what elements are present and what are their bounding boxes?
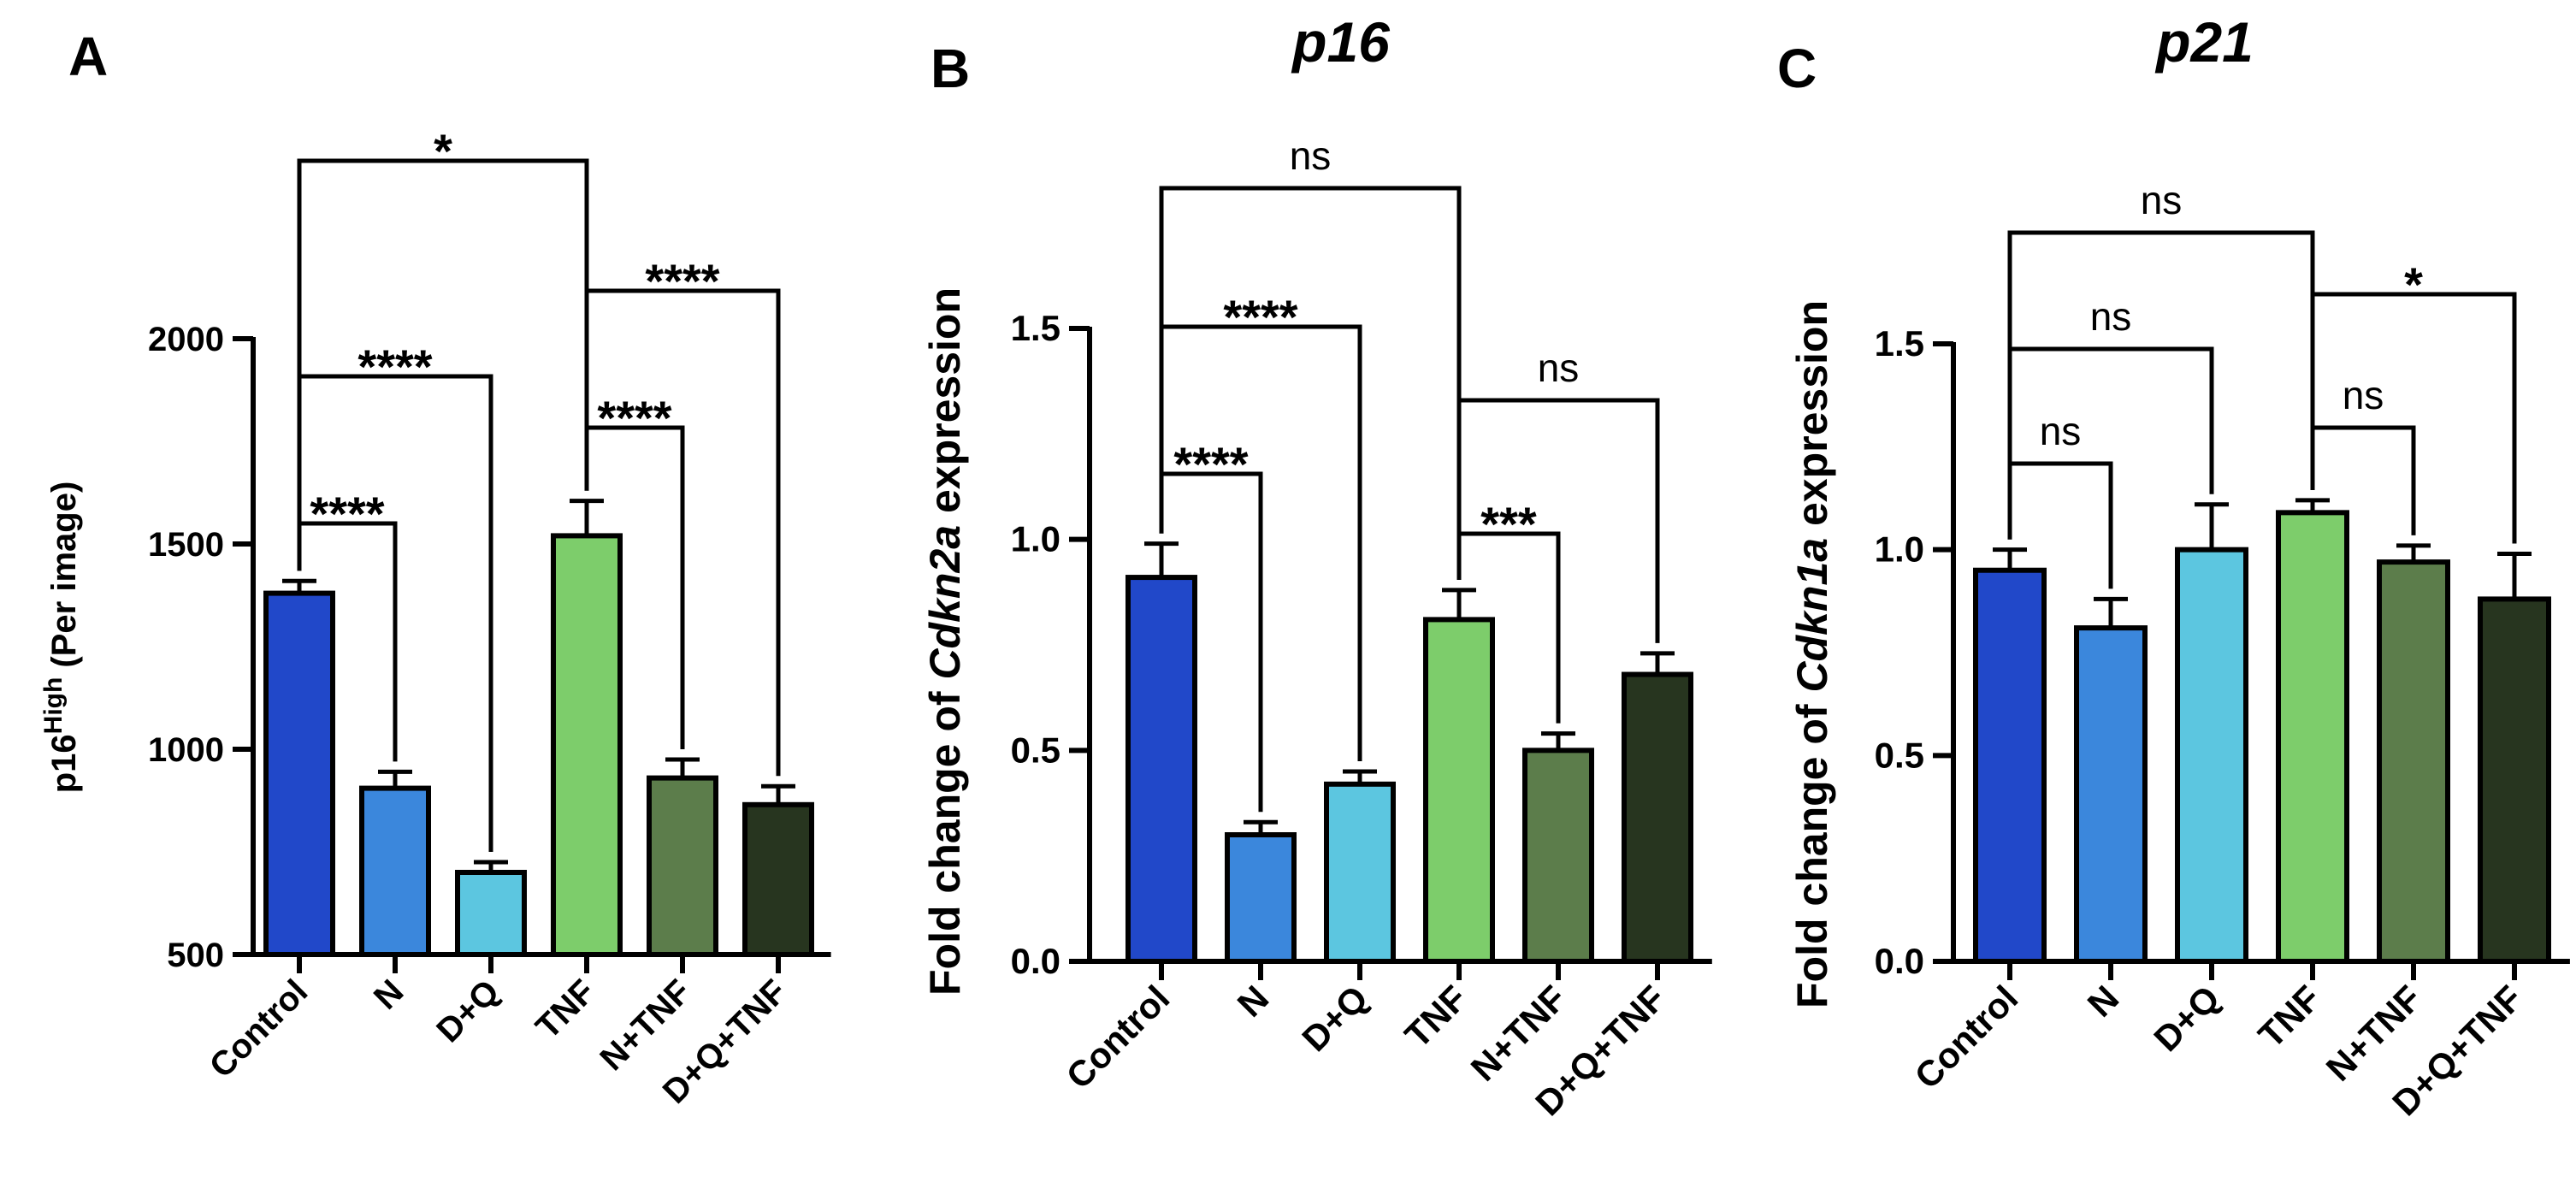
bar-d-q — [1324, 781, 1396, 964]
bar-d-q — [455, 870, 527, 957]
panel-a-y-label-main: p16 — [45, 734, 83, 793]
significance-bracket — [2310, 292, 2517, 544]
panel-b: B p16 Fold change of Cdkn2a expression 0… — [921, 10, 1712, 1123]
bar-control — [1126, 575, 1197, 964]
x-tick-label: D+Q — [429, 972, 506, 1049]
y-tick-label: 2000 — [148, 321, 224, 358]
y-tick-label: 1.5 — [1011, 308, 1061, 348]
bar-d-q — [2175, 547, 2248, 965]
x-tick-label: N — [2080, 978, 2127, 1025]
significance-label: **** — [597, 391, 671, 445]
panel-b-title: p16 — [1291, 10, 1391, 74]
bar-d-q-tnf — [742, 801, 814, 957]
panel-a-y-label-sup: High — [39, 677, 68, 735]
bar-control — [1973, 567, 2047, 964]
significance-bracket — [584, 425, 685, 749]
significance-label: **** — [645, 254, 719, 308]
panel-b-letter: B — [931, 38, 970, 99]
y-tick-label: 1.0 — [1011, 519, 1061, 559]
y-tick-label: 1500 — [148, 526, 224, 564]
panel-c-letter: C — [1777, 38, 1817, 99]
x-tick-label: TNF — [1397, 978, 1474, 1055]
bar-tnf — [1423, 617, 1495, 965]
panel-c-y-label-post: expression — [1788, 300, 1836, 538]
bar-d-q-tnf — [2478, 596, 2551, 965]
significance-label: **** — [310, 487, 384, 541]
bar-control — [263, 590, 335, 957]
bar-n-tnf — [2377, 559, 2450, 965]
x-tick-label: N — [367, 972, 411, 1017]
x-tick-label: Control — [1907, 978, 2026, 1096]
bar-n — [359, 785, 431, 957]
y-tick-label: 0.5 — [1875, 735, 1924, 775]
significance-label: ns — [2090, 294, 2132, 339]
panel-c-y-label: Fold change of Cdkn1a expression — [1788, 300, 1836, 1008]
y-tick-label: 0.0 — [1875, 941, 1924, 981]
significance-bracket — [2007, 346, 2214, 540]
y-tick-label: 0.5 — [1011, 730, 1061, 770]
panel-c-y-label-pre: Fold change of — [1788, 693, 1836, 1008]
bar-n — [2074, 625, 2148, 964]
panel-c-title: p21 — [2154, 10, 2254, 74]
panel-b-y-label: Fold change of Cdkn2a expression — [921, 287, 969, 996]
y-tick-label: 500 — [167, 937, 224, 974]
significance-bracket — [297, 521, 398, 762]
bar-n-tnf — [647, 775, 718, 957]
panel-b-y-label-gene: Cdkn2a — [921, 525, 969, 680]
y-tick-label: 1.5 — [1875, 323, 1924, 364]
bar-n — [1225, 832, 1297, 964]
significance-label: * — [2404, 257, 2423, 311]
significance-bracket — [2007, 461, 2113, 589]
panel-b-y-label-pre: Fold change of — [921, 680, 969, 996]
y-tick-label: 0.0 — [1011, 941, 1061, 981]
x-tick-label: N — [1230, 978, 1277, 1025]
bar-d-q-tnf — [1622, 671, 1693, 964]
significance-bracket — [2310, 425, 2416, 535]
panel-b-y-label-post: expression — [921, 287, 969, 525]
significance-label: ns — [2040, 409, 2082, 453]
significance-label: ns — [1538, 346, 1580, 390]
x-tick-label: D+Q — [1294, 978, 1375, 1059]
x-tick-label: Control — [1059, 978, 1178, 1096]
significance-bracket — [1159, 324, 1362, 761]
y-tick-label: 1000 — [148, 731, 224, 769]
x-tick-label: TNF — [529, 972, 602, 1046]
y-tick-label: 1.0 — [1875, 529, 1924, 570]
significance-bracket — [1159, 186, 1462, 580]
significance-label: ns — [1290, 133, 1332, 178]
significance-label: **** — [1173, 437, 1248, 491]
panel-a: A p16High (Per image) 500 1000 1500 2000 Con… — [39, 26, 831, 1111]
bar-tnf — [551, 533, 623, 958]
significance-label: **** — [1223, 290, 1297, 344]
significance-bracket — [1159, 471, 1263, 813]
panel-c: C p21 Fold change of Cdkn1a expression 0… — [1777, 10, 2570, 1123]
panel-a-y-label: p16High (Per image) — [39, 482, 83, 794]
panel-a-y-label-tail: (Per image) — [45, 482, 83, 677]
significance-label: **** — [357, 340, 432, 393]
significance-bracket — [297, 374, 493, 852]
significance-label: ns — [2141, 178, 2183, 222]
significance-label: ns — [2343, 373, 2384, 417]
x-tick-label: TNF — [2250, 978, 2328, 1055]
significance-bracket — [1456, 398, 1660, 643]
panel-c-y-label-gene: Cdkn1a — [1788, 538, 1836, 693]
x-tick-label: D+Q — [2146, 978, 2227, 1059]
x-tick-label: Control — [203, 972, 316, 1085]
bar-tnf — [2276, 510, 2349, 964]
significance-bracket — [2007, 230, 2315, 540]
significance-label: * — [434, 124, 452, 178]
significance-bracket — [584, 288, 781, 777]
panel-a-letter: A — [68, 26, 108, 87]
significance-label: *** — [1480, 497, 1537, 551]
bar-n-tnf — [1522, 748, 1594, 964]
significance-bracket — [1456, 531, 1561, 724]
